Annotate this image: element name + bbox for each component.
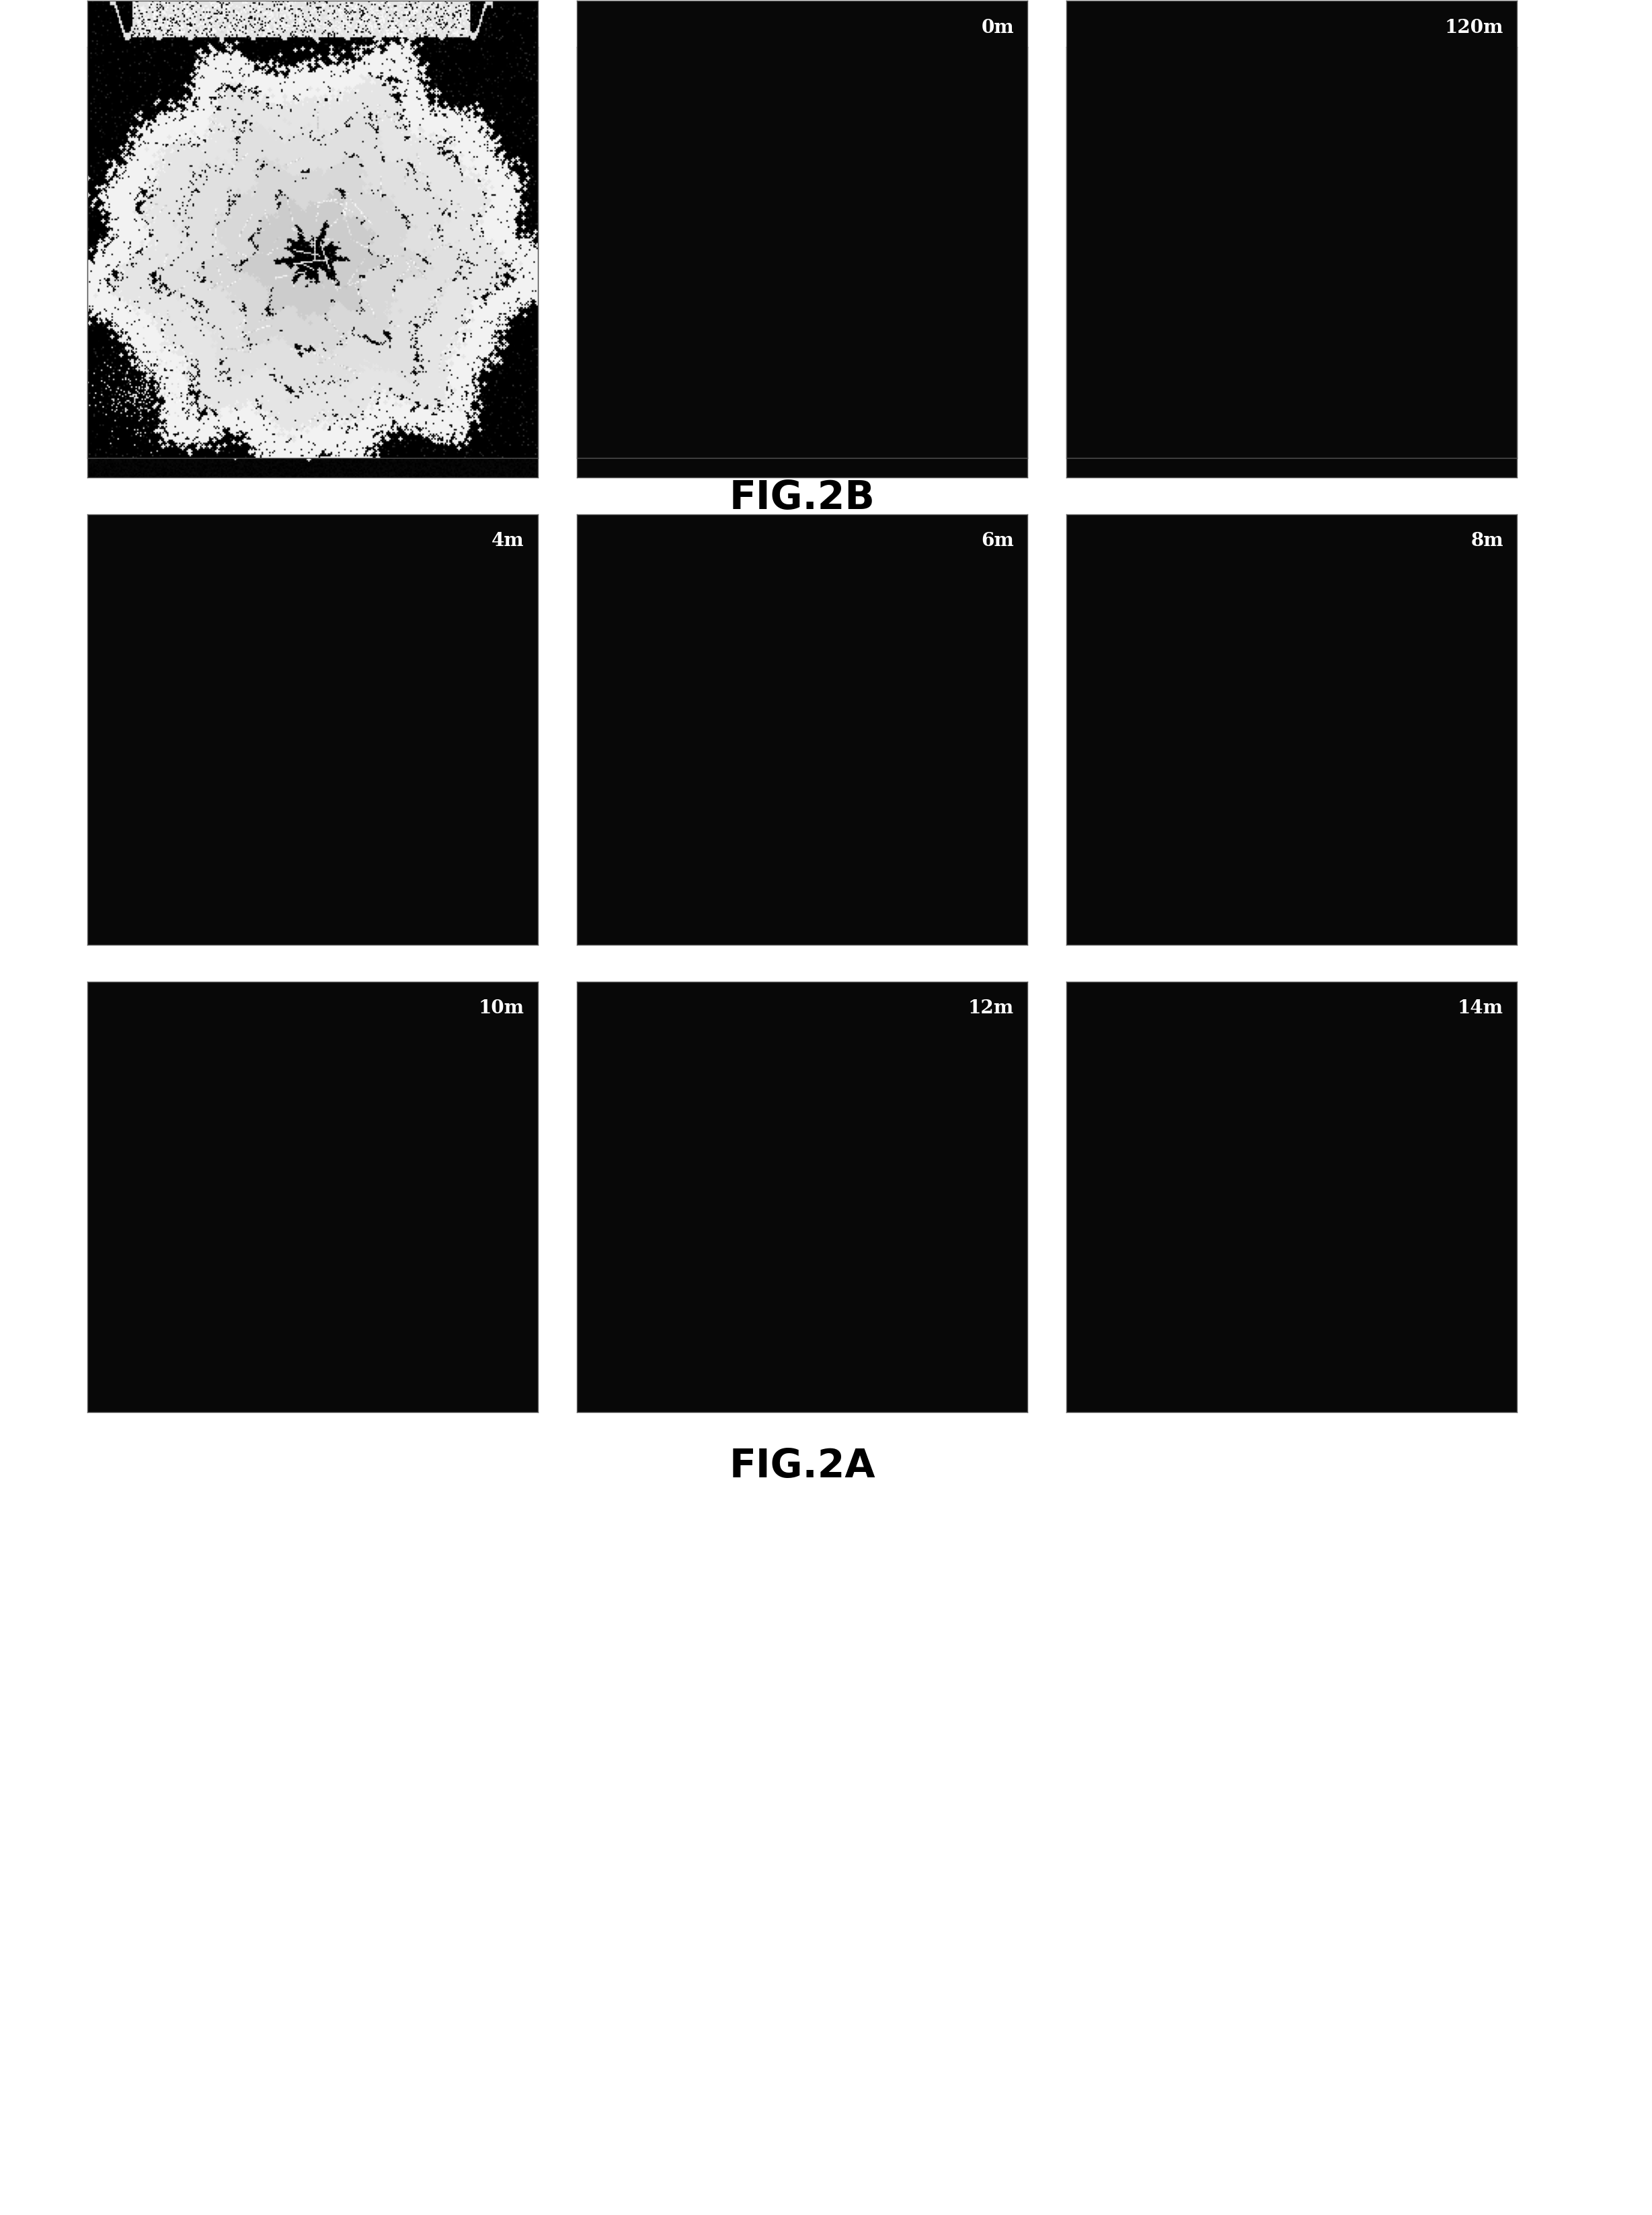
- Text: 12m: 12m: [968, 999, 1014, 1017]
- Text: 4m: 4m: [492, 532, 524, 549]
- Text: 2m: 2m: [1470, 64, 1503, 82]
- Text: 0m: 0m: [981, 18, 1014, 38]
- Text: 120m: 120m: [1444, 18, 1503, 38]
- Text: 0m: 0m: [981, 64, 1014, 82]
- Text: 10m: 10m: [479, 999, 524, 1017]
- Text: FIG.2B: FIG.2B: [729, 478, 876, 518]
- Text: 8m: 8m: [1470, 532, 1503, 549]
- Text: 6m: 6m: [981, 532, 1014, 549]
- Text: 14m: 14m: [1457, 999, 1503, 1017]
- Text: FIG.2A: FIG.2A: [729, 1446, 876, 1484]
